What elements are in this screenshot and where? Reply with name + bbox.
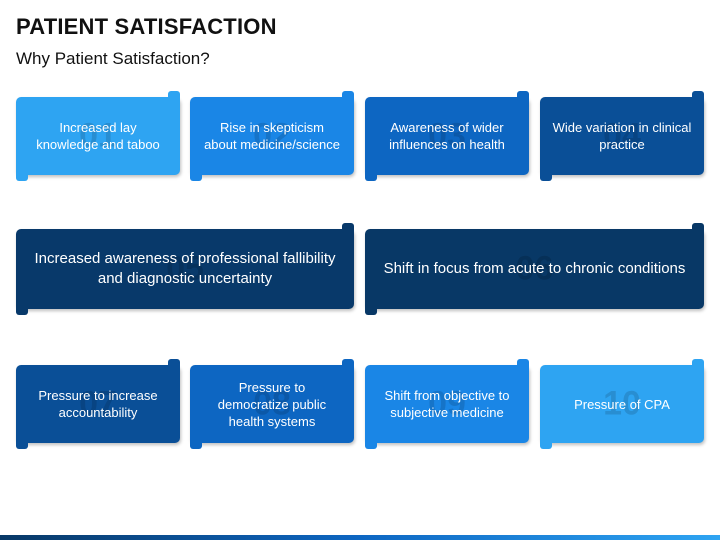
page-title: PATIENT SATISFACTION <box>16 14 277 39</box>
reason-card-07: 07 Pressure to increase accountability <box>16 359 180 449</box>
scroll-tab <box>365 431 377 449</box>
scroll-tab <box>190 431 202 449</box>
reason-card-06: 06 Shift in focus from acute to chronic … <box>365 223 704 315</box>
card-label: Increased awareness of professional fall… <box>34 250 336 287</box>
card-label: Pressure to democratize public health sy… <box>217 379 327 429</box>
page-subtitle: Why Patient Satisfaction? <box>16 49 210 68</box>
card-label: Pressure to increase accountability <box>38 388 158 420</box>
card-label: Pressure of CPA <box>574 396 670 412</box>
scroll-tab <box>365 297 377 315</box>
scroll-tab <box>168 91 180 109</box>
scroll-tab <box>16 431 28 449</box>
scroll-tab <box>190 163 202 181</box>
reason-card-04: 04 Wide variation in clinical practice <box>540 91 704 181</box>
card-label: Awareness of wider influences on health <box>389 120 505 152</box>
card-label: Wide variation in clinical practice <box>552 120 692 152</box>
scroll-tab <box>16 163 28 181</box>
reason-card-01: 01 Increased lay knowledge and taboo <box>16 91 180 181</box>
card-label: Shift in focus from acute to chronic con… <box>383 260 686 277</box>
scroll-tab <box>517 359 529 377</box>
scroll-tab <box>16 297 28 315</box>
reason-card-10: 10 Pressure of CPA <box>540 359 704 449</box>
card-label: Shift from objective to subjective medic… <box>384 388 510 420</box>
scroll-tab <box>517 91 529 109</box>
scroll-tab <box>342 91 354 109</box>
reason-card-05: 05 Increased awareness of professional f… <box>16 223 354 315</box>
reason-card-03: 03 Awareness of wider influences on heal… <box>365 91 529 181</box>
scroll-tab <box>540 431 552 449</box>
card-label: Rise in skepticism about medicine/scienc… <box>204 120 340 152</box>
scroll-tab <box>692 91 704 109</box>
footer-gradient-bar <box>0 535 720 540</box>
reason-card-02: 02 Rise in skepticism about medicine/sci… <box>190 91 354 181</box>
scroll-tab <box>168 359 180 377</box>
card-label: Increased lay knowledge and taboo <box>36 120 160 152</box>
scroll-tab <box>342 223 354 241</box>
scroll-tab <box>540 163 552 181</box>
scroll-tab <box>692 223 704 241</box>
scroll-tab <box>692 359 704 377</box>
reason-card-09: 09 Shift from objective to subjective me… <box>365 359 529 449</box>
scroll-tab <box>365 163 377 181</box>
scroll-tab <box>342 359 354 377</box>
reason-card-08: 08 Pressure to democratize public health… <box>190 359 354 449</box>
